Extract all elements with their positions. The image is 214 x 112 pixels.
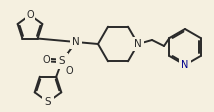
Text: S: S (59, 56, 65, 66)
Text: N: N (134, 39, 142, 49)
Text: O: O (65, 66, 73, 76)
Text: N: N (181, 60, 189, 70)
Text: S: S (45, 97, 51, 107)
Text: O: O (42, 55, 50, 65)
Text: N: N (72, 37, 80, 47)
Text: O: O (26, 10, 34, 20)
